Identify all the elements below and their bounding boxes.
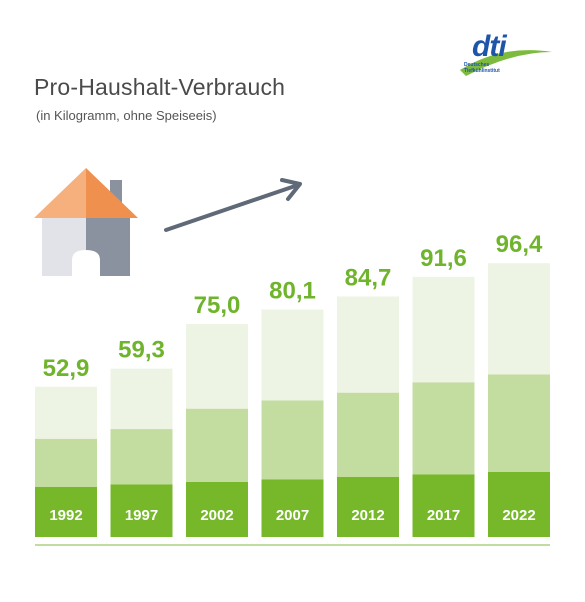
logo-text-line1: Deutsches <box>464 62 490 68</box>
x-tick-label: 1992 <box>49 507 82 524</box>
bar-2017-bottom <box>412 474 475 537</box>
x-tick-label: 2007 <box>276 507 309 524</box>
x-tick-label: 2022 <box>502 507 535 524</box>
bar-2007-bottom <box>261 479 324 537</box>
logo-wordmark: dti <box>472 30 507 63</box>
x-tick-label: 2012 <box>351 507 384 524</box>
data-label: 59,3 <box>118 337 165 364</box>
x-tick-label: 1997 <box>125 507 158 524</box>
x-tick-label: 2017 <box>427 507 460 524</box>
bar-2007-middle <box>261 400 324 480</box>
chart-title: Pro-Haushalt-Verbrauch <box>34 74 286 100</box>
bar-1992-bottom <box>35 487 97 537</box>
trend-arrow-icon <box>164 178 302 232</box>
bar-2002-middle <box>186 408 248 482</box>
bar-2022-middle <box>488 374 550 472</box>
bar-2022-bottom <box>488 472 550 537</box>
bar-2012-middle <box>337 392 399 477</box>
x-tick-label: 2002 <box>200 507 233 524</box>
data-label: 84,7 <box>345 264 392 291</box>
data-label: 80,1 <box>269 278 316 305</box>
chart-subtitle: (in Kilogramm, ohne Speiseeis) <box>36 108 217 123</box>
data-label: 91,6 <box>420 245 467 272</box>
data-label: 52,9 <box>43 355 90 382</box>
bar-1997-bottom <box>110 484 173 537</box>
dti-logo: dti Deutsches Tiefkühlinstitut <box>452 30 558 80</box>
bar-2012-bottom <box>337 477 399 537</box>
logo-text-line2: Tiefkühlinstitut <box>464 68 500 74</box>
data-label: 75,0 <box>194 292 241 319</box>
house-icon <box>34 168 138 276</box>
bar-2017-middle <box>412 382 475 475</box>
bar-1992-middle <box>35 438 97 487</box>
bar-2002-bottom <box>186 482 248 537</box>
bar-1997-middle <box>110 429 173 485</box>
data-label: 96,4 <box>496 231 543 258</box>
logo-swoosh <box>460 50 552 76</box>
